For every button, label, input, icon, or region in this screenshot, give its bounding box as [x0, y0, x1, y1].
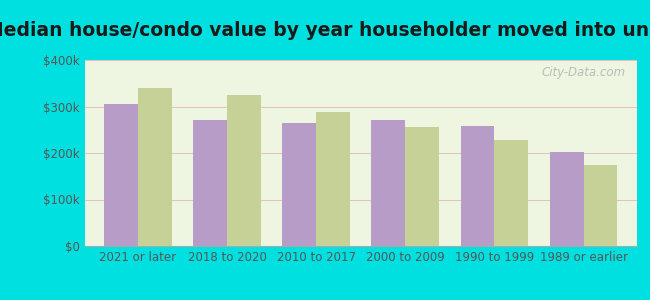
- Bar: [550, 152, 584, 246]
- Bar: [461, 126, 495, 246]
- Bar: [104, 104, 138, 246]
- Bar: [584, 165, 618, 246]
- Text: Median house/condo value by year householder moved into unit: Median house/condo value by year househo…: [0, 21, 650, 40]
- Bar: [282, 123, 316, 246]
- Bar: [495, 140, 528, 246]
- Bar: [227, 95, 261, 246]
- Text: City-Data.com: City-Data.com: [542, 66, 626, 79]
- Bar: [371, 120, 406, 246]
- Bar: [138, 88, 172, 246]
- Bar: [406, 128, 439, 246]
- Bar: [316, 112, 350, 246]
- Bar: [193, 119, 227, 246]
